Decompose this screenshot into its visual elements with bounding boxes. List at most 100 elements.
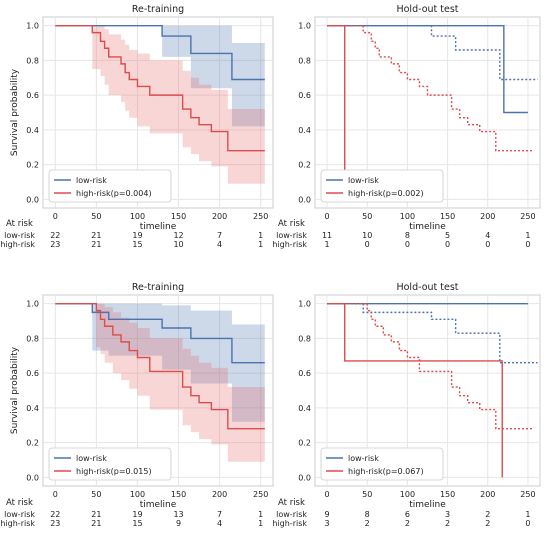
x-tick-label: 150	[440, 490, 455, 499]
x-tick-label: 100	[400, 490, 415, 499]
survival-curve	[327, 302, 503, 478]
y-tick-label: 1.0	[298, 22, 311, 31]
at-risk-value: 10	[173, 240, 183, 249]
x-tick-label: 100	[130, 212, 145, 221]
x-tick-label: 200	[212, 212, 227, 221]
survival-curve	[55, 24, 265, 81]
y-tick-label: 0.4	[26, 126, 39, 135]
x-tick-label: 250	[253, 490, 268, 499]
y-axis-label: Survival probability	[10, 346, 20, 434]
at-risk-value: 1	[325, 240, 330, 249]
ci-band	[55, 303, 265, 422]
at-risk-value: 2	[485, 510, 490, 519]
at-risk-value: 6	[405, 510, 410, 519]
y-tick-label: 1.0	[26, 22, 39, 31]
at-risk-value: 22	[50, 231, 60, 240]
x-tick-label: 100	[130, 490, 145, 499]
y-tick-label: 0.8	[26, 56, 39, 65]
at-risk-value: 0	[365, 240, 370, 249]
legend-label: low-risk	[76, 176, 107, 185]
legend-label: low-risk	[348, 176, 379, 185]
ci-band	[55, 303, 265, 462]
legend	[320, 169, 444, 203]
y-tick-label: 0.0	[26, 473, 39, 482]
y-tick-label: 0.8	[298, 56, 311, 65]
at-risk-value: 4	[485, 231, 490, 240]
x-tick-label: 100	[400, 212, 415, 221]
ci-band	[55, 25, 265, 184]
x-tick-label: 150	[440, 212, 455, 221]
y-tick-label: 0.2	[298, 161, 311, 170]
x-tick-label: 150	[171, 212, 186, 221]
km-panel-2: 0 50 100 150 200 2500.00.20.40.60.81.0Hold-ou…	[272, 4, 541, 249]
at-risk-value: 4	[217, 519, 222, 528]
at-risk-value: 21	[91, 240, 101, 249]
x-tick-label: 250	[520, 212, 535, 221]
y-tick-label: 0.6	[298, 369, 311, 378]
at-risk-row-label: low-risk	[4, 510, 35, 519]
at-risk-row-label: low-risk	[4, 231, 35, 240]
y-tick-label: 0.4	[298, 126, 311, 135]
legend-label: high-risk(p=0.015)	[76, 467, 152, 476]
x-axis-label: timeline	[140, 222, 177, 232]
at-risk-value: 1	[258, 519, 263, 528]
at-risk-value: 9	[325, 510, 330, 519]
at-risk-value: 0	[525, 519, 530, 528]
at-risk-value: 2	[485, 519, 490, 528]
y-tick-label: 1.0	[298, 300, 311, 309]
chart-title: Re-training	[132, 282, 184, 293]
at-risk-value: 15	[132, 240, 142, 249]
y-tick-label: 0.6	[298, 91, 311, 100]
at-risk-value: 8	[405, 231, 410, 240]
at-risk-value: 5	[445, 231, 450, 240]
legend-label: low-risk	[348, 454, 379, 463]
at-risk-row-label: high-risk	[272, 519, 307, 528]
at-risk-value: 9	[176, 519, 181, 528]
at-risk-value: 1	[258, 510, 263, 519]
ci-band	[55, 25, 265, 127]
at-risk-value: 0	[485, 240, 490, 249]
at-risk-header: At risk	[278, 219, 305, 229]
at-risk-row-label: high-risk	[0, 240, 35, 249]
at-risk-value: 19	[132, 510, 142, 519]
at-risk-value: 0	[445, 240, 450, 249]
y-tick-label: 0.2	[26, 439, 39, 448]
km-panel-4: 0 50 100 150 200 250 0.0 0.2 0.4 0.6 0.8 1.0 Hold-ou…	[272, 282, 541, 528]
y-tick-label: 0.6	[26, 91, 39, 100]
at-risk-value: 3	[445, 510, 450, 519]
at-risk-value: 2	[365, 519, 370, 528]
at-risk-header: At risk	[6, 498, 33, 508]
x-tick-label: 50	[91, 212, 101, 221]
at-risk-header: At risk	[278, 498, 305, 508]
reference-curve	[327, 24, 538, 81]
at-risk-row-label: high-risk	[272, 240, 307, 249]
at-risk-value: 13	[173, 510, 183, 519]
survival-curve	[55, 302, 265, 364]
x-tick-label: 150	[171, 490, 186, 499]
at-risk-value: 0	[525, 240, 530, 249]
legend-label: high-risk(p=0.004)	[76, 189, 152, 198]
at-risk-value: 7	[217, 231, 222, 240]
y-tick-label: 0.0	[298, 473, 311, 482]
at-risk-value: 1	[525, 231, 530, 240]
at-risk-value: 8	[365, 510, 370, 519]
at-risk-value: 19	[132, 231, 142, 240]
y-tick-label: 0.0	[298, 195, 311, 204]
at-risk-value: 21	[91, 510, 101, 519]
y-tick-label: 0.0	[26, 195, 39, 204]
x-tick-label: 0	[53, 490, 58, 499]
survival-curve	[55, 24, 265, 152]
at-risk-value: 1	[258, 240, 263, 249]
reference-curve	[327, 302, 538, 364]
at-risk-value: 23	[50, 240, 60, 249]
legend-label: high-risk(p=0.067)	[348, 467, 424, 476]
at-risk-value: 2	[445, 519, 450, 528]
x-tick-label: 0	[325, 212, 330, 221]
y-axis-label: Survival probability	[10, 68, 20, 156]
at-risk-value: 3	[325, 519, 330, 528]
chart-title: Hold-out test	[396, 282, 458, 293]
survival-curve	[55, 302, 265, 430]
at-risk-header: At risk	[6, 219, 33, 229]
at-risk-row-label: high-risk	[0, 519, 35, 528]
